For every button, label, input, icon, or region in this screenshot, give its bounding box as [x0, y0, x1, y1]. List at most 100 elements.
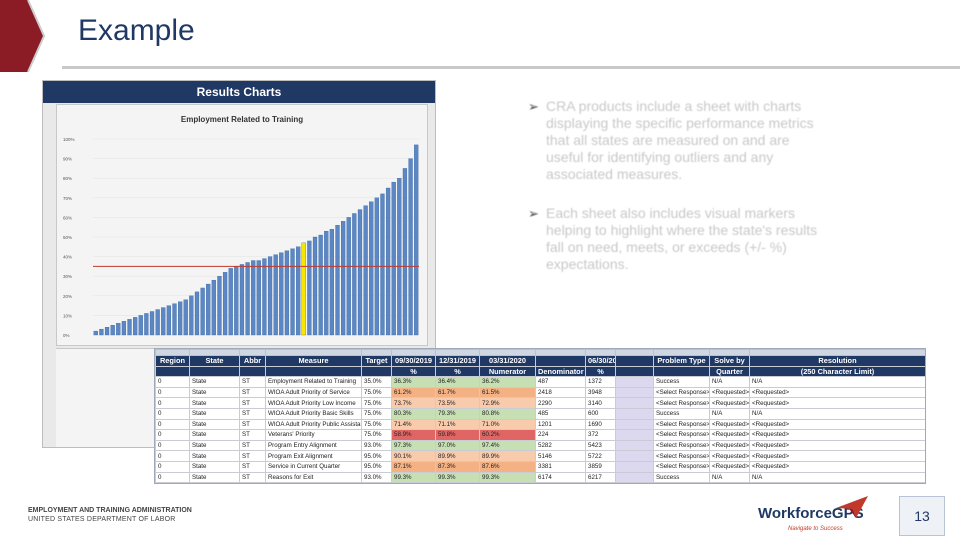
table-cell[interactable]: 93.0% — [361, 471, 392, 483]
table-cell[interactable]: 0 — [155, 397, 190, 409]
table-cell[interactable]: <Requested> — [749, 386, 925, 399]
table-cell[interactable]: 0 — [155, 418, 190, 431]
table-cell[interactable]: 75.0% — [361, 418, 392, 431]
table-cell[interactable] — [615, 460, 654, 473]
table-cell[interactable]: 61.5% — [479, 386, 536, 399]
table-cell[interactable]: 80.3% — [391, 407, 436, 420]
table-cell[interactable]: 5722 — [585, 450, 616, 462]
table-cell[interactable]: 0 — [155, 450, 190, 462]
table-cell[interactable]: State — [189, 471, 240, 483]
table-cell[interactable]: 90.1% — [391, 450, 436, 462]
table-cell[interactable]: State — [189, 450, 240, 462]
table-cell[interactable]: N/A — [749, 376, 925, 388]
table-cell[interactable]: 0 — [155, 376, 190, 388]
table-cell[interactable]: 3948 — [585, 386, 616, 399]
table-cell[interactable]: 58.9% — [391, 429, 436, 441]
table-cell[interactable]: Veterans' Priority — [265, 429, 362, 441]
table-cell[interactable]: 1372 — [585, 376, 616, 388]
table-cell[interactable]: Service in Current Quarter — [265, 460, 362, 473]
table-cell[interactable]: 5146 — [535, 450, 586, 462]
table-cell[interactable] — [615, 439, 654, 452]
table-cell[interactable]: State — [189, 439, 240, 452]
table-cell[interactable]: 0 — [155, 471, 190, 483]
table-cell[interactable]: 89.9% — [435, 450, 480, 462]
table-cell[interactable] — [615, 397, 654, 409]
table-cell[interactable]: 73.5% — [435, 397, 480, 409]
table-cell[interactable] — [615, 407, 654, 420]
table-cell[interactable]: 224 — [535, 429, 586, 441]
table-cell[interactable]: 0 — [155, 407, 190, 420]
table-cell[interactable]: 2418 — [535, 386, 586, 399]
table-cell[interactable]: 0 — [155, 386, 190, 399]
table-cell[interactable]: 61.7% — [435, 386, 480, 399]
table-cell[interactable]: ST — [239, 439, 266, 452]
table-cell[interactable]: 87.3% — [435, 460, 480, 473]
table-cell[interactable]: <Select Response> — [653, 439, 710, 452]
table-cell[interactable]: 97.0% — [435, 439, 480, 452]
table-cell[interactable]: 36.3% — [391, 376, 436, 388]
table-cell[interactable]: 35.0% — [361, 376, 392, 388]
table-cell[interactable]: 71.0% — [479, 418, 536, 431]
table-cell[interactable]: WIOA Adult Priority Public Assistance — [265, 418, 362, 431]
table-cell[interactable]: 71.4% — [391, 418, 436, 431]
table-cell[interactable]: ST — [239, 418, 266, 431]
table-cell[interactable]: WIOA Adult Priority Basic Skills — [265, 407, 362, 420]
table-cell[interactable]: 75.0% — [361, 397, 392, 409]
table-cell[interactable]: 80.8% — [479, 407, 536, 420]
table-cell[interactable]: <Select Response> — [653, 429, 710, 441]
table-cell[interactable]: Program Entry Alignment — [265, 439, 362, 452]
table-cell[interactable]: 95.0% — [361, 460, 392, 473]
table-cell[interactable]: State — [189, 460, 240, 473]
table-cell[interactable]: State — [189, 376, 240, 388]
table-cell[interactable]: 75.0% — [361, 386, 392, 399]
table-cell[interactable]: 6174 — [535, 471, 586, 483]
table-cell[interactable]: State — [189, 397, 240, 409]
table-cell[interactable]: 2290 — [535, 397, 586, 409]
table-cell[interactable]: 99.3% — [479, 471, 536, 483]
table-cell[interactable]: N/A — [709, 471, 750, 483]
table-cell[interactable]: 95.0% — [361, 450, 392, 462]
table-cell[interactable]: <Requested> — [709, 439, 750, 452]
table-cell[interactable]: ST — [239, 397, 266, 409]
table-cell[interactable]: Success — [653, 407, 710, 420]
table-cell[interactable]: 72.9% — [479, 397, 536, 409]
table-cell[interactable]: WIOA Adult Priority of Service — [265, 386, 362, 399]
table-cell[interactable]: 99.3% — [435, 471, 480, 483]
table-cell[interactable]: <Requested> — [749, 397, 925, 409]
table-cell[interactable] — [615, 376, 654, 388]
table-cell[interactable]: 99.3% — [391, 471, 436, 483]
table-cell[interactable]: 87.1% — [391, 460, 436, 473]
table-cell[interactable]: N/A — [709, 376, 750, 388]
table-cell[interactable]: 3140 — [585, 397, 616, 409]
table-cell[interactable]: <Requested> — [709, 450, 750, 462]
table-cell[interactable]: 59.8% — [435, 429, 480, 441]
table-cell[interactable]: 89.9% — [479, 450, 536, 462]
table-cell[interactable]: ST — [239, 407, 266, 420]
table-cell[interactable]: 0 — [155, 439, 190, 452]
table-cell[interactable]: Program Exit Alignment — [265, 450, 362, 462]
table-cell[interactable]: <Select Response> — [653, 418, 710, 431]
table-cell[interactable]: Employment Related to Training — [265, 376, 362, 388]
table-cell[interactable] — [615, 450, 654, 462]
table-cell[interactable] — [615, 429, 654, 441]
table-cell[interactable]: <Requested> — [749, 439, 925, 452]
table-cell[interactable]: 60.2% — [479, 429, 536, 441]
table-cell[interactable]: ST — [239, 386, 266, 399]
table-cell[interactable]: <Requested> — [709, 429, 750, 441]
table-cell[interactable]: <Requested> — [709, 460, 750, 473]
table-cell[interactable]: 71.1% — [435, 418, 480, 431]
table-cell[interactable]: State — [189, 386, 240, 399]
table-cell[interactable]: ST — [239, 460, 266, 473]
table-cell[interactable]: 6217 — [585, 471, 616, 483]
table-cell[interactable]: N/A — [709, 407, 750, 420]
table-cell[interactable]: N/A — [749, 471, 925, 483]
table-cell[interactable]: <Requested> — [749, 450, 925, 462]
table-cell[interactable]: State — [189, 418, 240, 431]
table-cell[interactable]: <Select Response> — [653, 397, 710, 409]
table-cell[interactable]: Success — [653, 376, 710, 388]
table-cell[interactable]: 97.3% — [391, 439, 436, 452]
table-cell[interactable]: <Select Response> — [653, 386, 710, 399]
table-cell[interactable]: State — [189, 407, 240, 420]
table-cell[interactable]: 0 — [155, 429, 190, 441]
table-cell[interactable]: 97.4% — [479, 439, 536, 452]
